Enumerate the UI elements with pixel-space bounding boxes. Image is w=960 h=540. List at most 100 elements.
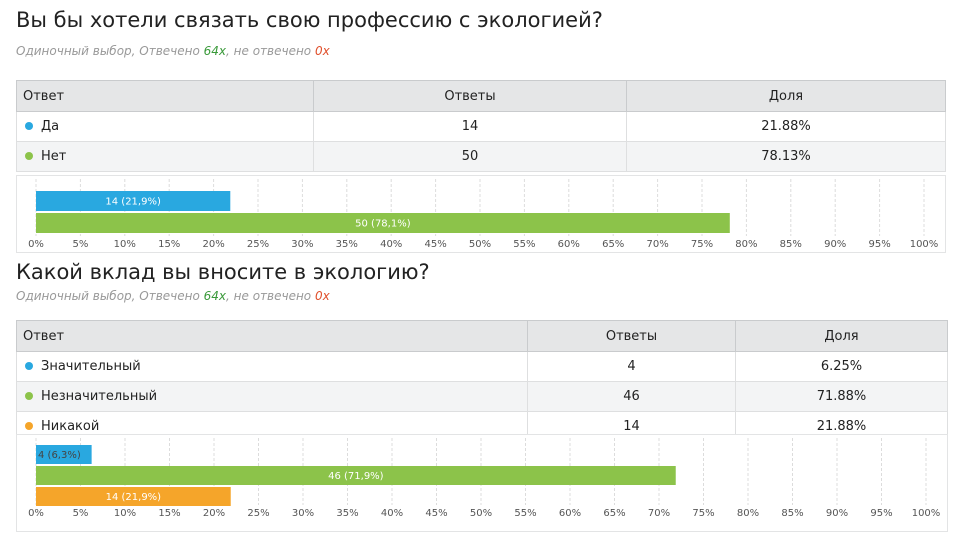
share-cell: 21.88% [626, 111, 946, 142]
answer-label: Да [41, 119, 60, 134]
unanswered-count: 0x [314, 289, 330, 303]
table-row: Незначительный 46 71.88% [16, 381, 948, 412]
answer-cell: Да [16, 111, 314, 142]
bar [36, 487, 231, 506]
header-count: Ответы [527, 320, 736, 352]
header-answer: Ответ [16, 80, 314, 112]
count-cell: 4 [527, 351, 736, 382]
x-tick-label: 20% [202, 239, 224, 250]
question-1-bar-chart: 0% 5% 10% 15% 20% 25% 30% 35% 40% 45% 50% 55% 60% 65%… [16, 175, 946, 253]
unanswered-count: 0x [314, 44, 330, 58]
answer-label: Значительный [41, 359, 141, 374]
bar-data-label: 4 (6,3%) [38, 450, 81, 461]
count-cell: 50 [313, 141, 627, 172]
x-tick-label: 85% [781, 508, 803, 519]
header-answer: Ответ [16, 320, 528, 352]
x-tick-label: 75% [691, 239, 713, 250]
table-header-row: Ответ Ответы Доля [16, 80, 946, 112]
x-tick-label: 50% [470, 508, 492, 519]
x-tick-label: 95% [870, 508, 892, 519]
table-row: Значительный 4 6.25% [16, 351, 948, 382]
x-tick-label: 55% [514, 508, 536, 519]
subtitle-middle: , не отвечено [226, 44, 315, 58]
bar-data-label: 14 (21,9%) [105, 197, 161, 208]
question-2-subtitle: Одиночный выбор, Отвечено 64x, не отвече… [16, 289, 330, 303]
question-2-title: Какой вклад вы вносите в экологию? [16, 260, 430, 284]
answered-count: 64x [203, 44, 227, 58]
blue-dot-icon [25, 122, 33, 130]
bar [36, 445, 92, 464]
bar-data-label: 46 (71,9%) [328, 471, 384, 482]
header-share: Доля [735, 320, 948, 352]
x-tick-label: 30% [292, 508, 314, 519]
x-tick-label: 100% [910, 239, 939, 250]
table-row: Да 14 21.88% [16, 111, 946, 142]
answered-count: 64x [203, 289, 227, 303]
x-tick-label: 90% [826, 508, 848, 519]
x-tick-label: 25% [247, 239, 269, 250]
x-tick-label: 65% [603, 508, 625, 519]
question-1-title: Вы бы хотели связать свою профессию с эк… [16, 8, 603, 32]
x-tick-label: 0% [28, 508, 44, 519]
subtitle-prefix: Одиночный выбор, Отвечено [16, 44, 204, 58]
bar [36, 466, 676, 485]
x-tick-label: 55% [513, 239, 535, 250]
count-cell: 14 [313, 111, 627, 142]
question-2-results-table: Ответ Ответы Доля Значительный 4 6.25% Н… [16, 320, 948, 442]
x-tick-label: 85% [780, 239, 802, 250]
x-tick-label: 70% [646, 239, 668, 250]
x-tick-label: 80% [737, 508, 759, 519]
x-tick-label: 30% [291, 239, 313, 250]
subtitle-prefix: Одиночный выбор, Отвечено [16, 289, 204, 303]
x-tick-label: 50% [469, 239, 491, 250]
share-cell: 6.25% [735, 351, 948, 382]
x-tick-label: 5% [72, 239, 88, 250]
bar-data-label: 14 (21,9%) [106, 492, 162, 503]
green-dot-icon [25, 392, 33, 400]
blue-dot-icon [25, 362, 33, 370]
answer-label: Нет [41, 149, 67, 164]
header-count: Ответы [313, 80, 627, 112]
x-tick-label: 90% [824, 239, 846, 250]
x-tick-label: 45% [424, 239, 446, 250]
bar [36, 213, 730, 233]
x-tick-label: 95% [868, 239, 890, 250]
share-cell: 78.13% [626, 141, 946, 172]
x-tick-label: 40% [380, 239, 402, 250]
x-tick-label: 15% [158, 239, 180, 250]
x-tick-label: 65% [602, 239, 624, 250]
question-2-bar-chart: 0% 5% 10% 15% 20% 25% 30% 35% 40% 45% 50% 55% 60% 65%… [16, 434, 948, 532]
header-share: Доля [626, 80, 946, 112]
x-tick-label: 0% [28, 239, 44, 250]
table-header-row: Ответ Ответы Доля [16, 320, 948, 352]
subtitle-middle: , не отвечено [226, 289, 315, 303]
share-cell: 71.88% [735, 381, 948, 412]
bar [36, 191, 231, 211]
x-tick-label: 40% [381, 508, 403, 519]
x-tick-label: 10% [114, 239, 136, 250]
x-tick-label: 75% [692, 508, 714, 519]
x-tick-label: 15% [158, 508, 180, 519]
x-tick-label: 60% [559, 508, 581, 519]
answer-cell: Нет [16, 141, 314, 172]
x-tick-label: 20% [203, 508, 225, 519]
x-tick-label: 70% [648, 508, 670, 519]
x-tick-label: 10% [114, 508, 136, 519]
answer-label: Никакой [41, 419, 100, 434]
x-tick-label: 100% [912, 508, 941, 519]
orange-dot-icon [25, 422, 33, 430]
question-1-results-table: Ответ Ответы Доля Да 14 21.88% Нет 50 78… [16, 80, 946, 172]
x-tick-label: 35% [336, 239, 358, 250]
x-tick-label: 45% [425, 508, 447, 519]
question-1-subtitle: Одиночный выбор, Отвечено 64x, не отвече… [16, 44, 330, 58]
count-cell: 46 [527, 381, 736, 412]
x-tick-label: 5% [73, 508, 89, 519]
x-tick-label: 80% [735, 239, 757, 250]
x-tick-label: 35% [336, 508, 358, 519]
answer-cell: Незначительный [16, 381, 528, 412]
answer-cell: Значительный [16, 351, 528, 382]
x-tick-label: 25% [247, 508, 269, 519]
answer-label: Незначительный [41, 389, 158, 404]
x-tick-label: 60% [558, 239, 580, 250]
bar-data-label: 50 (78,1%) [355, 219, 411, 230]
